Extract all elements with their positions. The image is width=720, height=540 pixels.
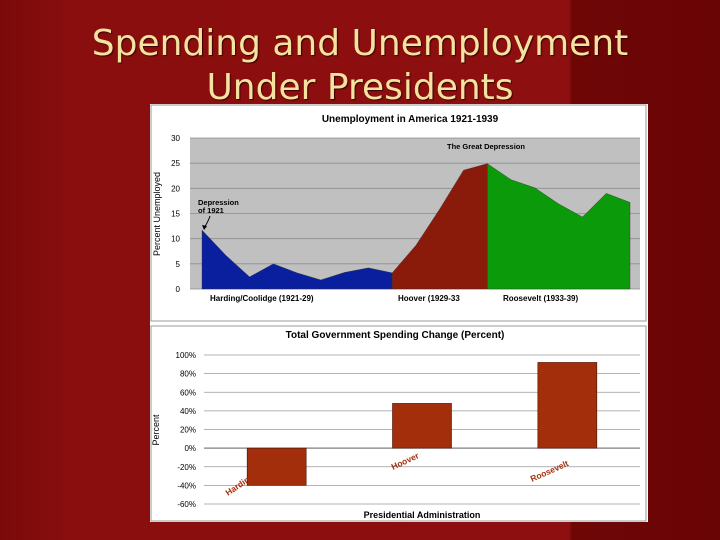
chart-panel: Unemployment in America 1921-1939 Percen… [150,104,648,522]
spending-y-tick-label: -20% [177,463,196,472]
series-label-harding-coolidge: Harding/Coolidge (1921-29) [210,294,314,303]
unemployment-y-tick-label: 0 [176,285,181,294]
unemployment-y-tick-label: 20 [171,184,180,193]
spending-y-tick-label: -60% [177,500,196,509]
spending-y-tick-label: 100% [176,351,196,360]
unemployment-y-tick-label: 5 [176,260,181,269]
spending-y-axis-label: Percent [151,414,161,446]
spending-bar [392,403,452,449]
slide-title-line-2: Under Presidents [206,67,514,108]
unemployment-y-ticks: 0 5 10 15 20 25 30 [171,134,180,294]
spending-y-tick-label: 40% [180,407,196,416]
series-label-roosevelt: Roosevelt (1933-39) [503,294,578,303]
charts-svg: Unemployment in America 1921-1939 Percen… [150,104,647,522]
annotation-depression-1921-line-1: Depression [198,198,239,207]
spending-x-axis-label: Presidential Administration [364,510,481,520]
slide-title: Spending and Unemployment Under Presiden… [0,22,720,110]
spending-bar [246,447,307,486]
unemployment-y-axis-label: Percent Unemployed [152,172,162,256]
annotation-arrowhead [202,225,207,230]
slide-title-line-1: Spending and Unemployment [91,23,629,64]
unemployment-chart: Unemployment in America 1921-1939 Percen… [150,104,647,322]
unemployment-y-tick-label: 15 [171,210,180,219]
series-label-hoover: Hoover (1929-33 [398,294,460,303]
unemployment-y-tick-label: 30 [171,134,180,143]
spending-chart-title: Total Government Spending Change (Percen… [286,330,505,341]
spending-y-ticks: -60% -40% -20% 0% 20% 40% 60% 80% 100% [176,351,196,509]
spending-y-tick-label: 60% [180,388,196,397]
spending-y-tick-label: -40% [177,481,196,490]
unemployment-chart-title: Unemployment in America 1921-1939 [322,114,499,125]
spending-bar [537,362,598,449]
unemployment-y-tick-label: 10 [171,235,180,244]
unemployment-area-series-3 [487,163,631,290]
unemployment-y-tick-label: 25 [171,159,180,168]
spending-y-tick-label: 0% [184,444,196,453]
annotation-depression-1921-line-2: of 1921 [198,206,224,215]
spending-bars [246,362,598,486]
spending-y-tick-label: 20% [180,426,196,435]
unemployment-areas [201,163,631,290]
spending-y-tick-label: 80% [180,370,196,379]
annotation-great-depression: The Great Depression [447,142,525,151]
spending-chart: Total Government Spending Change (Percen… [150,325,647,522]
